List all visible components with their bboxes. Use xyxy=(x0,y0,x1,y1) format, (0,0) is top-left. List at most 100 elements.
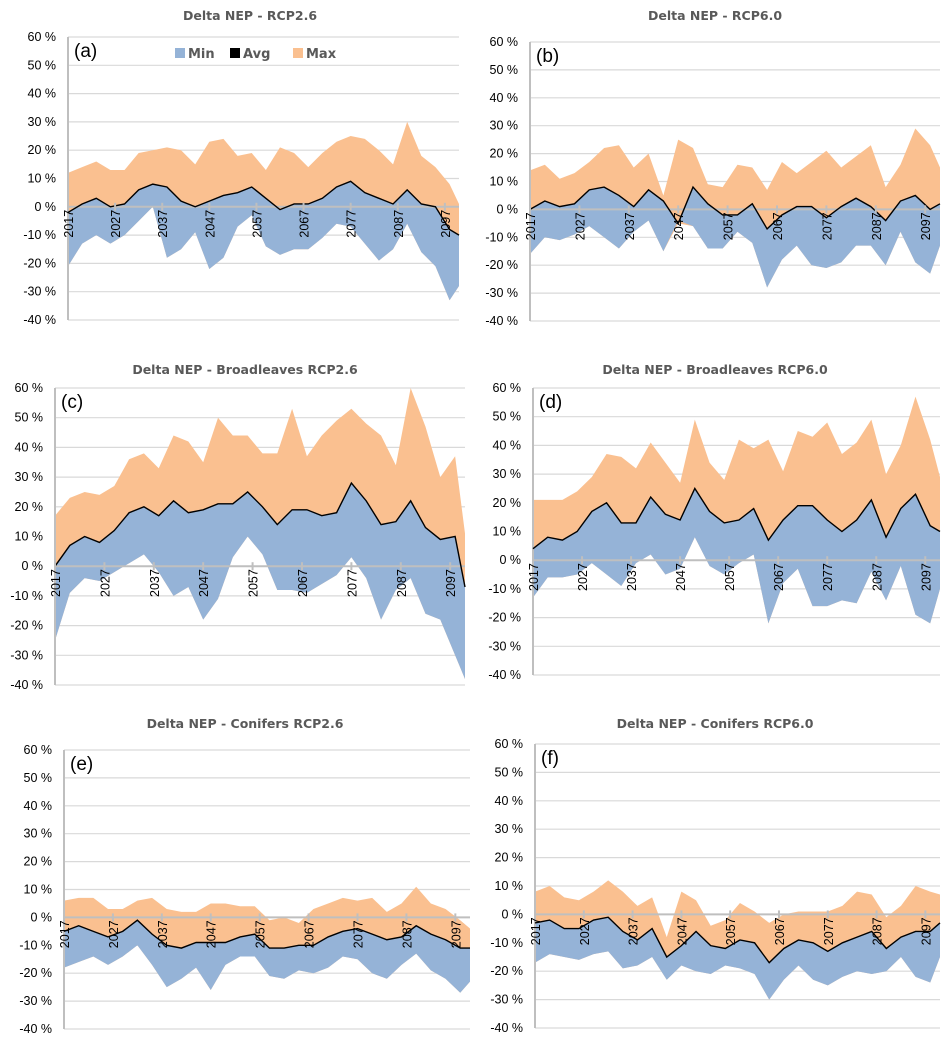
x-tick-label: 2027 xyxy=(98,569,112,597)
x-tick-label: 2017 xyxy=(58,920,72,948)
x-tick-label: 2097 xyxy=(919,563,933,591)
chart-title: Delta NEP - RCP2.6 xyxy=(183,8,317,23)
legend-label-avg: Avg xyxy=(243,47,270,62)
x-tick-label: 2067 xyxy=(772,563,786,591)
y-tick-label: -40 % xyxy=(488,668,521,682)
y-tick-label: 60 % xyxy=(493,381,522,395)
y-tick-label: 10 % xyxy=(28,172,57,186)
y-tick-label: 20 % xyxy=(24,855,53,869)
y-tick-label: 10 % xyxy=(495,879,524,893)
x-tick-label: 2057 xyxy=(247,569,261,597)
x-tick-label: 2037 xyxy=(156,920,170,948)
y-tick-label: 60 % xyxy=(28,30,57,44)
y-tick-label: 0 % xyxy=(496,202,518,216)
x-tick-label: 2037 xyxy=(627,917,641,945)
y-tick-label: 20 % xyxy=(28,143,57,157)
y-tick-label: 30 % xyxy=(28,115,57,129)
x-tick-label: 2057 xyxy=(250,210,264,238)
chart-panel-e: Delta NEP - Conifers RCP2.6 60 % 50 % 40 % 3… xyxy=(19,716,470,1036)
chart-title: Delta NEP - Broadleaves RCP6.0 xyxy=(602,362,828,377)
legend: Min Avg Max xyxy=(175,47,337,62)
x-tick-label: 2057 xyxy=(254,920,268,948)
y-tick-label: 60 % xyxy=(24,743,53,757)
y-tick-label: 50 % xyxy=(490,63,519,77)
y-tick-label: 30 % xyxy=(490,119,519,133)
y-tick-label: 40 % xyxy=(495,794,524,808)
legend-swatch-avg xyxy=(230,48,240,58)
y-tick-label: 60 % xyxy=(495,737,524,751)
x-tick-label: 2067 xyxy=(296,569,310,597)
series-avg-line xyxy=(534,916,941,964)
y-tick-label: 30 % xyxy=(495,822,524,836)
y-tick-label: 40 % xyxy=(15,440,44,454)
y-tick-label: 40 % xyxy=(493,438,522,452)
y-tick-label: 50 % xyxy=(15,411,44,425)
y-tick-label: 10 % xyxy=(490,175,519,189)
y-tick-label: 50 % xyxy=(495,765,524,779)
y-tick-label: -40 % xyxy=(490,1021,523,1035)
y-tick-label: 40 % xyxy=(28,87,57,101)
y-tick-label: 50 % xyxy=(493,410,522,424)
x-tick-label: 2027 xyxy=(107,920,121,948)
y-tick-label: 60 % xyxy=(15,381,44,395)
y-tick-label: -10 % xyxy=(23,228,56,242)
x-tick-label: 2017 xyxy=(49,569,63,597)
series-min-area xyxy=(530,187,940,288)
x-tick-label: 2027 xyxy=(578,917,592,945)
y-tick-label: 30 % xyxy=(24,827,53,841)
x-tick-label: 2047 xyxy=(675,917,689,945)
y-tick-label: 60 % xyxy=(490,35,519,49)
x-tick-label: 2017 xyxy=(62,210,76,238)
panel-label: (c) xyxy=(61,392,83,413)
x-tick-label: 2067 xyxy=(298,210,312,238)
y-tick-label: -10 % xyxy=(10,589,43,603)
x-tick-label: 2027 xyxy=(573,212,587,240)
y-tick-label: -20 % xyxy=(490,964,523,978)
chart-panel-d: Delta NEP - Broadleaves RCP6.0 60 % 50 % 40… xyxy=(488,362,941,682)
y-tick-label: 0 % xyxy=(499,553,521,567)
chart-title: Delta NEP - Conifers RCP6.0 xyxy=(617,716,814,731)
y-tick-label: -20 % xyxy=(10,619,43,633)
panel-label: (b) xyxy=(536,46,559,67)
y-tick-label: -40 % xyxy=(23,313,56,327)
x-tick-label: 2017 xyxy=(527,563,541,591)
y-tick-label: 30 % xyxy=(15,470,44,484)
x-tick-label: 2047 xyxy=(203,210,217,238)
legend-label-max: Max xyxy=(306,47,337,62)
chart-panel-a: Delta NEP - RCP2.6 60 % 50 % 40 % 30 % 20 % 10… xyxy=(23,8,460,327)
y-tick-label: -30 % xyxy=(488,639,521,653)
x-tick-label: 2077 xyxy=(822,917,836,945)
y-tick-label: -30 % xyxy=(485,286,518,300)
x-tick-label: 2077 xyxy=(351,920,365,948)
series-avg-line xyxy=(67,180,460,236)
legend-label-min: Min xyxy=(188,47,215,62)
x-tick-label: 2057 xyxy=(723,563,737,591)
y-tick-label: 20 % xyxy=(495,851,524,865)
y-tick-label: 0 % xyxy=(501,907,523,921)
x-tick-label: 2097 xyxy=(449,920,463,948)
x-tick-label: 2067 xyxy=(773,917,787,945)
panel-label: (e) xyxy=(70,754,93,775)
legend-swatch-min xyxy=(175,48,185,58)
series-min-area xyxy=(64,920,470,993)
x-tick-label: 2057 xyxy=(722,212,736,240)
x-tick-label: 2087 xyxy=(870,212,884,240)
y-tick-label: 0 % xyxy=(34,200,56,214)
x-tick-label: 2097 xyxy=(444,569,458,597)
x-tick-label: 2077 xyxy=(820,212,834,240)
x-tick-label: 2057 xyxy=(724,917,738,945)
y-tick-label: -30 % xyxy=(490,993,523,1007)
x-tick-label: 2037 xyxy=(156,210,170,238)
series-min-area xyxy=(55,483,465,680)
y-tick-label: -40 % xyxy=(19,1022,52,1036)
panel-label: (a) xyxy=(74,41,97,62)
chart-panel-f: Delta NEP - Conifers RCP6.0 60 % 50 % 40 % 3… xyxy=(490,716,941,1035)
series-avg-line xyxy=(54,481,466,588)
series-avg-line xyxy=(532,487,941,550)
series-avg-line xyxy=(63,919,470,949)
x-tick-label: 2097 xyxy=(919,917,933,945)
x-tick-label: 2077 xyxy=(345,569,359,597)
panel-label: (f) xyxy=(541,748,559,769)
y-tick-label: 50 % xyxy=(28,58,57,72)
